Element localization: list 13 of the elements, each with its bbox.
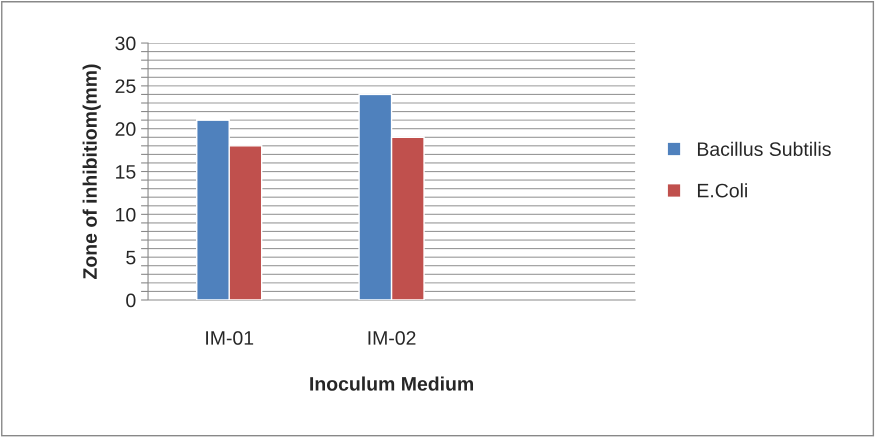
y-tick-label: 25	[116, 79, 136, 94]
y-tick-label: 15	[116, 165, 136, 179]
y-tick-label: 20	[116, 122, 136, 136]
legend-label: E.Coli	[698, 183, 747, 198]
y-axis-title: Zone of inhibitiom(mm)	[82, 64, 101, 279]
legend-label: Bacillus Subtilis	[698, 142, 831, 156]
y-tick-label: 0	[126, 293, 136, 308]
x-tick-label: IM-02	[368, 331, 416, 345]
y-tick-label: 30	[115, 36, 136, 50]
x-axis-title: Inoculum Medium	[310, 376, 474, 391]
y-tick-label: 5	[126, 250, 136, 264]
x-tick-label: IM-01	[206, 331, 254, 345]
y-tick-label: 10	[116, 208, 136, 222]
